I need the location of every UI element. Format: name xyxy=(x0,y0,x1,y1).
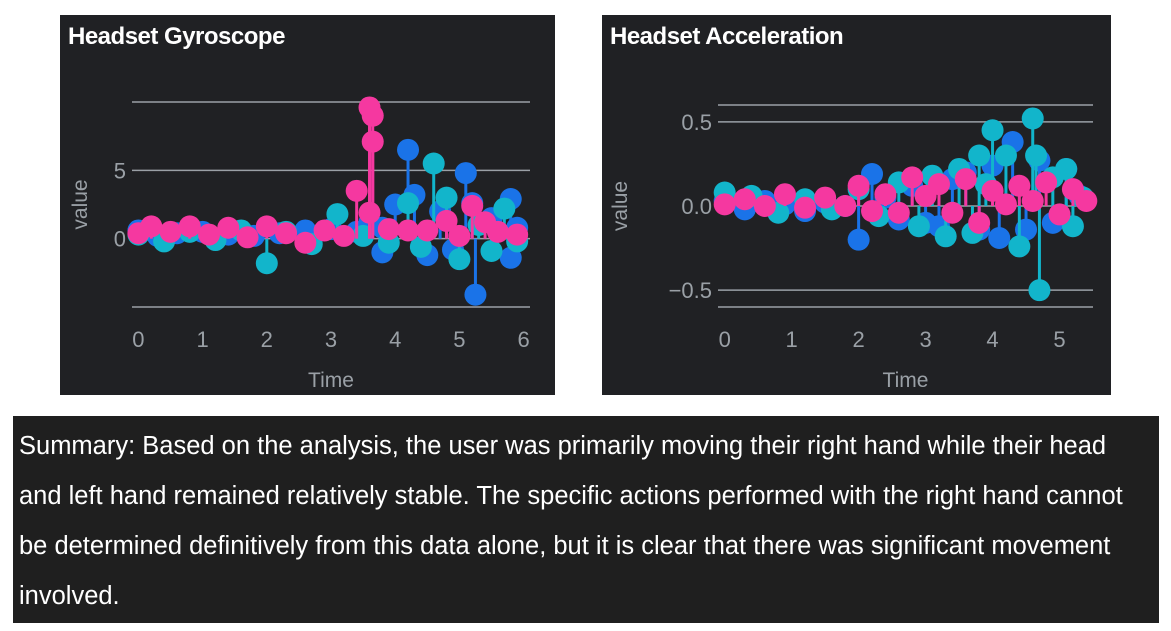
data-point xyxy=(255,252,278,275)
data-point xyxy=(927,173,950,196)
x-tick-label: 2 xyxy=(261,327,273,352)
data-point xyxy=(981,119,1004,142)
data-point xyxy=(1021,189,1044,212)
x-tick-label: 5 xyxy=(453,327,465,352)
data-point xyxy=(397,192,420,215)
data-point xyxy=(901,166,924,189)
data-point xyxy=(834,195,857,217)
x-tick-label: 3 xyxy=(325,327,337,352)
data-point xyxy=(464,283,487,306)
data-point xyxy=(733,188,756,211)
data-point xyxy=(435,186,458,209)
data-point xyxy=(480,239,503,262)
data-point xyxy=(814,186,837,209)
data-point xyxy=(988,226,1011,249)
data-point xyxy=(954,168,977,191)
data-point xyxy=(332,224,355,247)
data-point xyxy=(1025,144,1048,167)
data-point xyxy=(968,211,991,234)
x-axis-label: Time xyxy=(883,369,929,392)
x-tick-label: 4 xyxy=(986,327,998,352)
data-point xyxy=(1048,203,1071,226)
data-point xyxy=(847,228,870,251)
data-point xyxy=(486,220,509,243)
data-point xyxy=(159,220,182,243)
data-point xyxy=(454,162,477,185)
data-point xyxy=(422,152,445,175)
data-point xyxy=(294,231,317,254)
acceleration-chart-svg: −0.5 0.0 0.5 0 1 2 3 4 5 Time value xyxy=(609,104,1098,392)
gyroscope-chart-svg: 0 5 0 1 2 3 4 5 6 Time value xyxy=(69,96,530,392)
y-tick-label: 5 xyxy=(114,158,126,183)
data-point xyxy=(345,179,368,202)
x-axis-label: Time xyxy=(308,369,354,392)
summary-text: Summary: Based on the analysis, the user… xyxy=(13,416,1159,623)
data-point xyxy=(981,179,1004,202)
data-point xyxy=(861,200,884,223)
data-point xyxy=(794,196,817,219)
data-point xyxy=(1055,157,1078,180)
x-tick-label: 6 xyxy=(517,327,529,352)
data-point xyxy=(236,226,259,249)
data-point xyxy=(461,194,484,217)
x-tick-label: 1 xyxy=(196,327,208,352)
data-point xyxy=(753,195,776,217)
gyroscope-chart-panel: Headset Gyroscope 0 5 0 1 2 3 4 5 6 Time value xyxy=(60,15,555,395)
gyroscope-chart-title: Headset Gyroscope xyxy=(68,23,285,50)
data-point xyxy=(358,201,381,224)
y-tick-label: 0.5 xyxy=(681,110,712,135)
data-point xyxy=(1075,189,1098,212)
data-point xyxy=(198,223,221,246)
data-point xyxy=(493,197,516,220)
data-point xyxy=(361,104,384,127)
data-point xyxy=(275,222,298,245)
data-point xyxy=(934,225,957,248)
data-point xyxy=(968,144,991,167)
y-axis-label: value xyxy=(69,179,92,229)
data-point xyxy=(435,209,458,232)
y-tick-label: 0.0 xyxy=(681,194,712,219)
data-point xyxy=(397,219,420,242)
x-tick-label: 0 xyxy=(132,327,144,352)
data-point xyxy=(178,215,201,238)
x-tick-label: 4 xyxy=(389,327,401,352)
data-point xyxy=(874,183,897,206)
acceleration-chart-title: Headset Acceleration xyxy=(610,23,844,50)
data-point xyxy=(416,219,439,242)
data-point xyxy=(1035,171,1058,194)
data-point xyxy=(887,201,910,224)
data-point xyxy=(313,219,336,242)
data-point xyxy=(1028,279,1051,302)
data-point xyxy=(397,138,420,161)
x-tick-label: 3 xyxy=(919,327,931,352)
data-point xyxy=(907,215,930,238)
data-point xyxy=(377,218,400,241)
data-point xyxy=(941,201,964,224)
data-point xyxy=(1008,235,1031,258)
x-tick-label: 0 xyxy=(719,327,731,352)
data-point xyxy=(1021,107,1044,130)
data-point xyxy=(448,248,471,271)
data-point xyxy=(773,183,796,206)
data-point xyxy=(448,224,471,247)
data-point xyxy=(140,215,163,238)
data-point xyxy=(847,174,870,197)
data-point xyxy=(994,193,1017,216)
data-point xyxy=(255,215,278,238)
data-point xyxy=(1008,174,1031,197)
x-tick-label: 2 xyxy=(853,327,865,352)
data-point xyxy=(326,203,349,226)
acceleration-chart-panel: Headset Acceleration −0.5 0.0 0.5 0 1 2 3 4 5 Tim… xyxy=(602,15,1111,395)
y-tick-label: 0 xyxy=(114,227,126,252)
y-axis-label: value xyxy=(609,181,632,231)
x-tick-label: 5 xyxy=(1053,327,1065,352)
data-point xyxy=(217,216,240,239)
data-point xyxy=(713,193,736,216)
data-point xyxy=(361,130,384,153)
data-point xyxy=(994,144,1017,167)
x-tick-label: 1 xyxy=(786,327,798,352)
y-tick-label: −0.5 xyxy=(669,278,712,303)
data-point xyxy=(506,223,529,246)
